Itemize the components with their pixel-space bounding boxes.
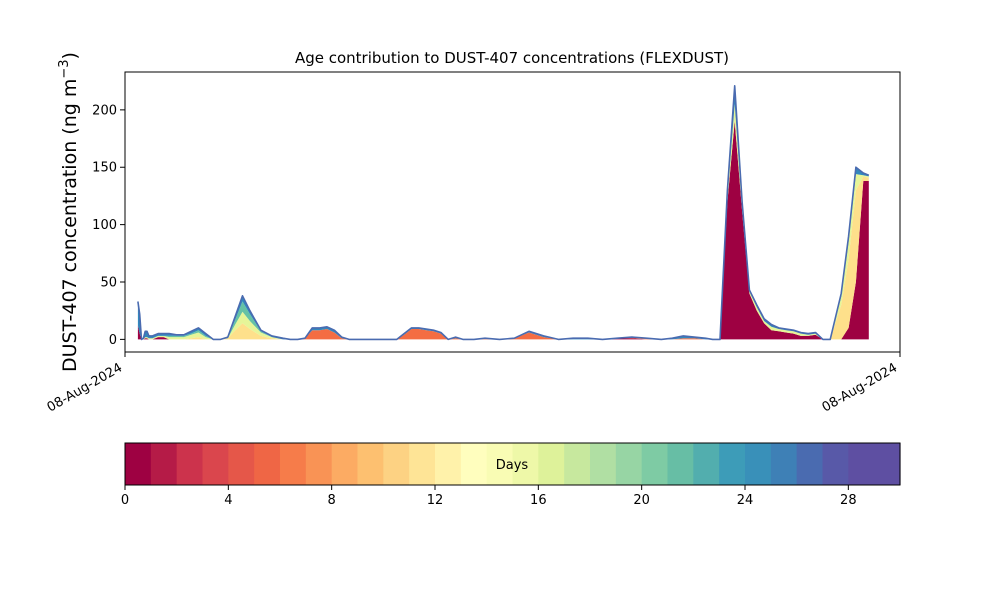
- x-tick-label-left: 08-Aug-2024: [45, 360, 125, 415]
- colorbar-segment: [512, 443, 539, 485]
- colorbar-segment: [435, 443, 462, 485]
- y-tick-label: 200: [92, 103, 117, 118]
- colorbar-segment: [228, 443, 255, 485]
- colorbar-segment: [615, 443, 643, 485]
- colorbar-segment: [874, 443, 901, 485]
- colorbar-segment: [745, 443, 772, 485]
- area-series-4: [137, 104, 869, 340]
- colorbar-frame: [124, 442, 901, 486]
- colorbar-segment: [564, 443, 591, 485]
- colorbar-segment: [822, 443, 849, 485]
- colorbar-segment: [150, 443, 178, 485]
- total-line: [137, 85, 870, 341]
- area-series-5: [137, 85, 869, 340]
- colorbar-ticks: 0 4 8 12 16 20 24 28: [121, 485, 857, 508]
- colorbar-segment: [590, 443, 617, 485]
- colorbar-segment: [383, 443, 410, 485]
- colorbar-segment: [460, 443, 488, 485]
- y-tick-label: 50: [100, 276, 117, 291]
- colorbar-segment: [331, 443, 359, 485]
- area-series-3: [137, 104, 869, 340]
- colorbar-tick-label: 12: [427, 493, 444, 508]
- colorbar-segment: [848, 443, 875, 485]
- y-axis-label: DUST-407 concentration (ng m−3): [57, 52, 81, 372]
- colorbar-label: Days: [496, 458, 529, 473]
- colorbar-tick-label: 4: [224, 493, 232, 508]
- colorbar-segment: [667, 443, 694, 485]
- colorbar-segment: [202, 443, 229, 485]
- y-tick-label: 100: [92, 218, 117, 233]
- colorbar-segment: [357, 443, 384, 485]
- y-tick-label: 150: [92, 161, 117, 176]
- colorbar-segment: [176, 443, 204, 485]
- colorbar: [125, 443, 901, 485]
- colorbar-segment: [254, 443, 281, 485]
- colorbar-tick-label: 20: [633, 493, 650, 508]
- colorbar-tick-label: 16: [530, 493, 547, 508]
- colorbar-tick-label: 0: [121, 493, 129, 508]
- colorbar-segment: [770, 443, 798, 485]
- colorbar-segment: [796, 443, 824, 485]
- colorbar-tick-label: 28: [840, 493, 857, 508]
- colorbar-segment: [641, 443, 669, 485]
- plot-frame: [124, 71, 901, 353]
- y-tick-label: 0: [109, 333, 117, 348]
- colorbar-segment: [486, 443, 514, 485]
- x-tick-label-right: 08-Aug-2024: [820, 360, 900, 415]
- colorbar-segment: [125, 443, 152, 485]
- chart-title: Age contribution to DUST-407 concentrati…: [295, 49, 729, 67]
- colorbar-segment: [538, 443, 565, 485]
- colorbar-tick-label: 24: [737, 493, 754, 508]
- colorbar-segment: [719, 443, 746, 485]
- colorbar-segment: [409, 443, 436, 485]
- colorbar-segment: [280, 443, 307, 485]
- y-axis-ticks: 0 50 100 150 200: [92, 103, 125, 348]
- colorbar-tick-label: 8: [328, 493, 336, 508]
- colorbar-segment: [693, 443, 720, 485]
- stacked-areas: [137, 85, 870, 341]
- colorbar-segment: [305, 443, 333, 485]
